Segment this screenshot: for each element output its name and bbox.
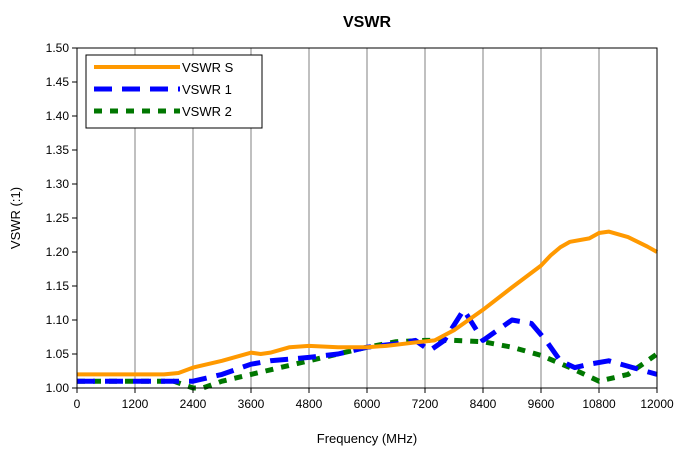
y-tick-label: 1.20 <box>46 245 70 259</box>
x-tick-label: 1200 <box>122 397 149 411</box>
legend-label: VSWR 2 <box>182 104 232 119</box>
x-tick-label: 12000 <box>640 397 674 411</box>
legend-label: VSWR S <box>182 60 234 75</box>
y-tick-label: 1.45 <box>46 75 70 89</box>
x-tick-label: 2400 <box>180 397 207 411</box>
y-tick-label: 1.40 <box>46 109 70 123</box>
x-axis-title: Frequency (MHz) <box>317 431 417 446</box>
legend: VSWR S VSWR 1 VSWR 2 <box>85 54 263 129</box>
x-tick-label: 9600 <box>528 397 555 411</box>
chart-title: VSWR <box>343 14 391 31</box>
series-line-vswr-1 <box>77 307 658 384</box>
series-line-vswr-s <box>77 229 658 377</box>
x-tick-label: 10800 <box>582 397 616 411</box>
x-axis: 0 1200 2400 3600 4800 6000 7200 8400 9600 10800 12… <box>74 388 674 411</box>
x-tick-label: 4800 <box>296 397 323 411</box>
y-tick-label: 1.25 <box>46 211 70 225</box>
y-axis: 1.00 1.05 1.10 1.15 1.20 1.25 1.30 1.35 1.40 1.45… <box>46 41 77 395</box>
x-tick-label: 8400 <box>470 397 497 411</box>
x-tick-label: 3600 <box>238 397 265 411</box>
y-tick-label: 1.30 <box>46 177 70 191</box>
legend-label: VSWR 1 <box>182 82 232 97</box>
y-tick-label: 1.10 <box>46 313 70 327</box>
y-tick-label: 1.15 <box>46 279 70 293</box>
y-tick-label: 1.00 <box>46 381 70 395</box>
x-tick-label: 0 <box>74 397 81 411</box>
x-tick-label: 7200 <box>412 397 439 411</box>
y-axis-title: VSWR (:1) <box>8 187 23 249</box>
y-tick-label: 1.05 <box>46 347 70 361</box>
y-tick-label: 1.35 <box>46 143 70 157</box>
x-tick-label: 6000 <box>354 397 381 411</box>
series-layer <box>77 229 659 391</box>
y-tick-label: 1.50 <box>46 41 70 55</box>
